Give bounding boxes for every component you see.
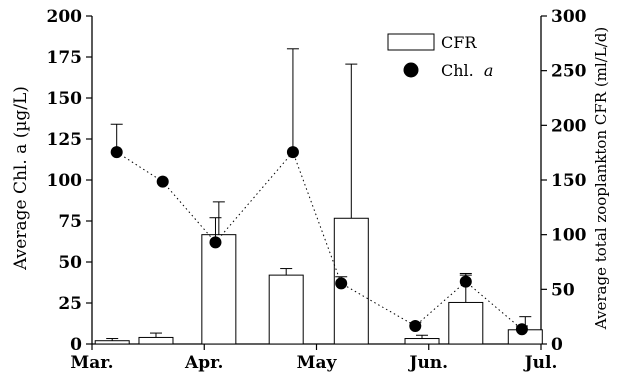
y-left-tick-label: 75 — [58, 212, 82, 232]
legend-chl-marker — [403, 62, 419, 78]
y-right-tick-label: 200 — [551, 116, 587, 136]
legend-cfr-swatch — [387, 33, 435, 51]
cfr-bar — [138, 336, 174, 345]
chl-point — [409, 319, 422, 332]
chl-point — [286, 146, 299, 159]
cfr-bar — [268, 274, 304, 345]
chl-line — [116, 151, 523, 330]
y-left-tick-label: 175 — [47, 48, 83, 68]
bars-layer — [94, 63, 543, 345]
y-right-tick-label: 150 — [551, 171, 587, 191]
legend: CFR Chl. a — [387, 33, 493, 80]
y-left-tick-label: 0 — [70, 335, 82, 355]
chl-point — [515, 323, 528, 336]
x-tick-label: Apr. — [184, 353, 223, 373]
x-tick-label: Jul. — [523, 353, 558, 373]
y-left-tick-label: 50 — [58, 253, 82, 273]
legend-cfr-label: CFR — [441, 33, 477, 52]
legend-chl-label-italic: a — [484, 61, 494, 80]
cfr-bar — [404, 338, 440, 345]
chl-point — [459, 275, 472, 288]
ticks-layer: 0 25 50 75 100 125 150 175 200 0 50 100 150 200 250 300… — [47, 7, 587, 373]
y-left-tick-label: 125 — [47, 130, 83, 150]
legend-chl-label-prefix: Chl. — [441, 61, 474, 80]
y-axis-right-title: Average total zooplankton CFR (ml/L/d) — [592, 27, 610, 330]
cfr-bar — [201, 234, 237, 345]
chl-point — [335, 277, 348, 290]
y-right-tick-label: 250 — [551, 62, 587, 82]
y-right-tick-label: 50 — [551, 280, 575, 300]
cfr-bar — [94, 340, 130, 345]
y-left-tick-label: 25 — [58, 294, 82, 314]
x-tick-label: Mar. — [70, 353, 113, 373]
y-axis-left-title: Average Chl. a (µg/L) — [11, 86, 31, 271]
chl-point — [209, 236, 222, 249]
chl-line-layer — [110, 48, 528, 336]
y-right-tick-label: 300 — [551, 7, 587, 27]
x-tick-label: May — [297, 353, 338, 373]
y-left-tick-label: 200 — [47, 7, 83, 27]
legend-chl-label: Chl. a — [441, 61, 493, 80]
cfr-bar — [448, 301, 484, 345]
chl-point — [156, 175, 169, 188]
x-tick-label: Jun. — [407, 353, 448, 373]
y-left-tick-label: 100 — [47, 171, 83, 191]
y-left-tick-label: 150 — [47, 89, 83, 109]
y-right-tick-label: 100 — [551, 226, 587, 246]
y-right-tick-label: 0 — [551, 335, 563, 355]
chl-point — [110, 146, 123, 159]
